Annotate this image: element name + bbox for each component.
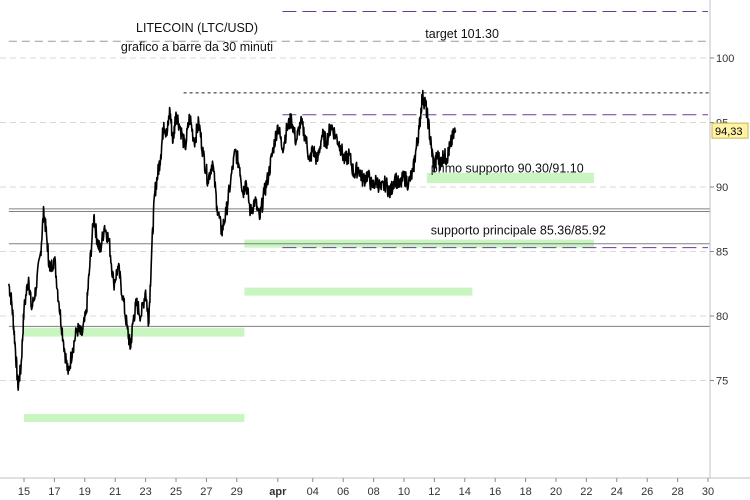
- x-tick-label-27: 27: [200, 486, 212, 498]
- support-zone-4: [24, 414, 245, 423]
- x-tick-label-06: 06: [337, 486, 349, 498]
- x-tick-label-29: 29: [231, 486, 243, 498]
- chart-subtitle: grafico a barre da 30 minuti: [121, 40, 273, 54]
- x-tick-label-26: 26: [641, 486, 653, 498]
- annotation-1: primo supporto 90.30/91.10: [431, 161, 584, 175]
- price-series: [8, 89, 457, 391]
- x-tick-label-28: 28: [671, 486, 683, 498]
- support-zone-0: [426, 172, 594, 184]
- support-zone-3: [24, 327, 245, 337]
- last-price-label: 94,33: [715, 126, 743, 138]
- horizontal-levels: [8, 11, 710, 327]
- chart-title: LITECOIN (LTC/USD): [136, 21, 258, 35]
- grid-lines: [0, 57, 710, 381]
- x-tick-label-21: 21: [109, 486, 121, 498]
- y-tick-label-80: 80: [716, 311, 728, 323]
- x-tick-label-22: 22: [580, 486, 592, 498]
- chart-text: LITECOIN (LTC/USD) grafico a barre da 30…: [121, 21, 606, 237]
- y-tick-label-75: 75: [716, 376, 728, 388]
- y-tick-label-85: 85: [716, 247, 728, 259]
- x-tick-label-18: 18: [519, 486, 531, 498]
- x-tick-label-14: 14: [459, 486, 471, 498]
- annotation-0: target 101.30: [425, 27, 499, 41]
- y-axis-panel: [710, 0, 750, 500]
- last-price-box: [711, 122, 749, 139]
- x-tick-label-04: 04: [307, 486, 319, 498]
- y-tick-label-105: 105: [716, 0, 734, 1]
- x-tick-label-24: 24: [611, 486, 623, 498]
- x-tick-label-16: 16: [489, 486, 501, 498]
- x-tick-label-15: 15: [18, 486, 30, 498]
- y-tick-label-100: 100: [716, 53, 734, 65]
- x-tick-label-20: 20: [550, 486, 562, 498]
- x-tick-label-19: 19: [79, 486, 91, 498]
- x-tick-label-10: 10: [398, 486, 410, 498]
- support-zone-2: [244, 287, 473, 296]
- x-tick-label-17: 17: [48, 486, 60, 498]
- support-zones: [24, 172, 594, 423]
- x-tick-label-12: 12: [428, 486, 440, 498]
- x-tick-label-08: 08: [367, 486, 379, 498]
- x-tick-label-23: 23: [139, 486, 151, 498]
- annotation-2: supporto principale 85.36/85.92: [431, 223, 606, 237]
- x-tick-label-30: 30: [702, 486, 714, 498]
- price-line: [8, 89, 457, 391]
- x-tick-label-apr: apr: [269, 486, 287, 498]
- y-tick-label-90: 90: [716, 182, 728, 194]
- x-tick-label-25: 25: [170, 486, 182, 498]
